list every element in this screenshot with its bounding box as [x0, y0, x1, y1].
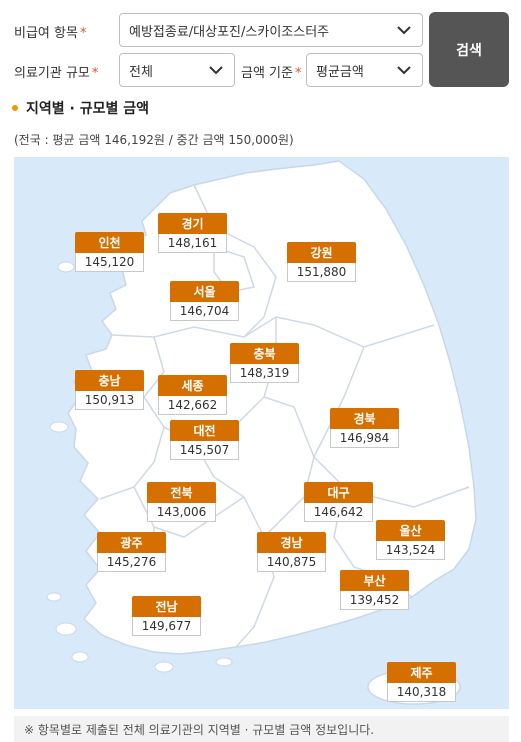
coastal-island [215, 657, 233, 667]
region-gyeonggi[interactable]: 경기 148,161 [158, 213, 227, 253]
region-name: 제주 [387, 662, 456, 683]
facility-scale-label: 의료기관 규모 * [14, 66, 99, 81]
coastal-island [49, 421, 69, 433]
region-amount: 139,452 [340, 591, 409, 610]
region-name: 경남 [257, 532, 326, 553]
region-name: 광주 [97, 532, 166, 553]
region-name: 세종 [158, 375, 227, 396]
region-name: 충남 [75, 370, 144, 391]
required-mark: * [294, 66, 302, 81]
noncovered-item-label: 비급여 항목 * [14, 26, 87, 41]
chevron-down-icon [397, 66, 411, 75]
coastal-island [46, 592, 62, 602]
bullet-dot-icon [12, 105, 18, 111]
noncovered-item-value: 예방접종료/대상포진/스카이조스터주 [129, 24, 330, 40]
region-daegu[interactable]: 대구 146,642 [304, 482, 373, 522]
region-gyeongnam[interactable]: 경남 140,875 [257, 532, 326, 572]
section-title: 지역별 · 규모별 금액 [12, 98, 149, 118]
region-amount: 140,318 [387, 683, 456, 702]
region-amount: 146,642 [304, 503, 373, 522]
region-name: 인천 [75, 232, 144, 253]
region-name: 대구 [304, 482, 373, 503]
region-name: 전북 [147, 482, 216, 503]
region-ulsan[interactable]: 울산 143,524 [376, 520, 445, 560]
region-name: 울산 [376, 520, 445, 541]
footnote: ※ 항목별로 제출된 전체 의료기관의 지역별 · 규모별 금액 정보입니다. [14, 716, 509, 742]
chevron-down-icon [397, 26, 411, 35]
region-amount: 151,880 [287, 263, 356, 282]
amount-basis-value: 평균금액 [316, 64, 364, 80]
noncovered-item-select[interactable]: 예방접종료/대상포진/스카이조스터주 [119, 13, 423, 47]
region-amount: 146,984 [330, 429, 399, 448]
region-amount: 145,120 [75, 253, 144, 272]
region-name: 경북 [330, 408, 399, 429]
region-busan[interactable]: 부산 139,452 [340, 570, 409, 610]
region-seoul[interactable]: 서울 146,704 [170, 281, 239, 321]
required-mark: * [91, 66, 99, 81]
region-amount: 145,507 [170, 441, 239, 460]
facility-scale-select[interactable]: 전체 [119, 53, 235, 87]
region-name: 전남 [132, 596, 201, 617]
region-name: 충북 [230, 343, 299, 364]
region-chungnam[interactable]: 충남 150,913 [75, 370, 144, 410]
region-sejong[interactable]: 세종 142,662 [158, 375, 227, 415]
required-mark: * [79, 26, 87, 41]
region-name: 대전 [170, 420, 239, 441]
region-amount: 150,913 [75, 391, 144, 410]
region-amount: 149,677 [132, 617, 201, 636]
amount-basis-select[interactable]: 평균금액 [306, 53, 423, 87]
search-button[interactable]: 검색 [429, 12, 509, 87]
national-summary: (전국 : 평균 금액 146,192원 / 중간 금액 150,000원) [14, 133, 294, 147]
region-chungbuk[interactable]: 충북 148,319 [230, 343, 299, 383]
region-gangwon[interactable]: 강원 151,880 [287, 242, 356, 282]
region-jeju[interactable]: 제주 140,318 [387, 662, 456, 702]
coastal-island [57, 261, 75, 273]
region-amount: 148,161 [158, 234, 227, 253]
region-name: 강원 [287, 242, 356, 263]
region-incheon[interactable]: 인천 145,120 [75, 232, 144, 272]
region-amount: 145,276 [97, 553, 166, 572]
region-name: 서울 [170, 281, 239, 302]
region-amount: 142,662 [158, 396, 227, 415]
amount-basis-label: 금액 기준 * [241, 66, 302, 81]
region-amount: 146,704 [170, 302, 239, 321]
coastal-island [55, 622, 77, 636]
region-jeonbuk[interactable]: 전북 143,006 [147, 482, 216, 522]
region-gwangju[interactable]: 광주 145,276 [97, 532, 166, 572]
section-title-text: 지역별 · 규모별 금액 [26, 101, 149, 117]
coastal-island [154, 661, 174, 673]
chevron-down-icon [209, 66, 223, 75]
coastal-island [71, 651, 89, 663]
region-gyeongbuk[interactable]: 경북 146,984 [330, 408, 399, 448]
facility-scale-value: 전체 [129, 64, 153, 80]
region-name: 부산 [340, 570, 409, 591]
region-amount: 140,875 [257, 553, 326, 572]
region-map [14, 157, 509, 709]
region-name: 경기 [158, 213, 227, 234]
region-amount: 143,006 [147, 503, 216, 522]
region-jeonnam[interactable]: 전남 149,677 [132, 596, 201, 636]
region-daejeon[interactable]: 대전 145,507 [170, 420, 239, 460]
region-amount: 148,319 [230, 364, 299, 383]
region-amount: 143,524 [376, 541, 445, 560]
